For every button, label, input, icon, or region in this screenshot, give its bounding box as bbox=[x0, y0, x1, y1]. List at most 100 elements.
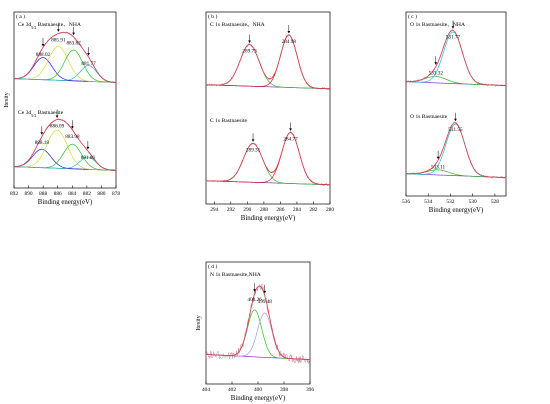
peak-arrowhead bbox=[41, 43, 45, 47]
raw-spectrum bbox=[205, 283, 311, 364]
subplot-label: O 1s Bastnaesite、NHA bbox=[410, 22, 465, 28]
x-axis-label: Binding energy(eV) bbox=[38, 199, 92, 206]
peak-label: 289.73 bbox=[242, 49, 257, 55]
peak-arrowhead bbox=[248, 40, 251, 44]
panel-label: ( b ) bbox=[208, 13, 217, 20]
component-peak bbox=[205, 132, 331, 186]
panel-label: ( d ) bbox=[208, 263, 217, 270]
x-tick-label: 290 bbox=[243, 207, 251, 213]
component-peak bbox=[205, 44, 331, 90]
peak-arrowhead bbox=[434, 62, 438, 65]
peak-arrowhead bbox=[251, 139, 255, 142]
panel-label: ( a ) bbox=[16, 13, 25, 20]
x-tick-label: 886 bbox=[54, 191, 62, 197]
peak-arrowhead bbox=[71, 126, 74, 129]
x-tick-label: 536 bbox=[402, 199, 410, 205]
peak-arrowhead bbox=[55, 115, 59, 118]
x-axis-label: Binding energy(eV) bbox=[241, 215, 295, 222]
panel-a: 892 890 888 886 884 882 880 878 Binding energy(e… bbox=[3, 11, 120, 206]
component-peak bbox=[13, 65, 117, 83]
x-axis-label: Binding energy(eV) bbox=[231, 395, 285, 402]
peak-arrowhead bbox=[87, 53, 90, 56]
peak-arrowhead bbox=[287, 31, 291, 34]
subplot-label: Ce 3d5/2 Bastnaesite、NHA bbox=[18, 22, 81, 30]
x-tick-label: 530 bbox=[469, 199, 477, 205]
x-tick-label: 892 bbox=[10, 191, 18, 197]
y-axis-label: Itesity bbox=[195, 314, 202, 330]
x-tick-label: 534 bbox=[424, 199, 432, 205]
component-peak bbox=[205, 312, 311, 360]
raw-spectrum bbox=[405, 121, 507, 179]
raw-spectrum bbox=[13, 31, 117, 84]
subplot-label: O 1s Bastnaesite bbox=[410, 114, 448, 120]
peak-arrowhead bbox=[289, 128, 292, 131]
peak-arrowhead bbox=[40, 132, 44, 135]
fit-envelope bbox=[205, 132, 331, 186]
peak-label: 531.77 bbox=[446, 34, 461, 40]
panel-d-frame bbox=[205, 261, 311, 385]
x-tick-label: 288 bbox=[260, 207, 268, 213]
peak-arrowhead bbox=[263, 290, 267, 294]
raw-spectrum bbox=[405, 29, 507, 88]
x-tick-label: 280 bbox=[326, 207, 334, 213]
x-axis-label: Binding energy(eV) bbox=[429, 207, 483, 214]
panel-label: ( c ) bbox=[408, 13, 417, 20]
peak-label: 883.98 bbox=[65, 134, 80, 140]
peak-label: 533.11 bbox=[431, 165, 445, 171]
x-tick-label: 396 bbox=[306, 387, 314, 393]
raw-spectrum bbox=[205, 33, 331, 90]
x-tick-label: 282 bbox=[309, 207, 317, 213]
peak-arrowhead bbox=[253, 289, 257, 292]
peak-label: 881.77 bbox=[81, 61, 96, 67]
panel-d: 404 402 400 398 396 Binding energy(eV) Itesity… bbox=[195, 261, 314, 402]
panel-b-frame bbox=[205, 11, 331, 205]
peak-label: 533.32 bbox=[429, 70, 444, 76]
peak-label: 888.02 bbox=[36, 52, 51, 58]
component-peak bbox=[205, 142, 331, 186]
panel-b: 294 292 290 288 286 284 282 280 Binding energy(e… bbox=[205, 11, 334, 222]
panel-c-frame bbox=[405, 11, 507, 197]
x-tick-label: 884 bbox=[68, 191, 76, 197]
x-tick-label: 890 bbox=[25, 191, 33, 197]
x-tick-label: 400 bbox=[254, 387, 262, 393]
peak-label: 399.48 bbox=[258, 299, 273, 305]
x-tick-label: 888 bbox=[39, 191, 47, 197]
y-axis-label: Itesity bbox=[3, 91, 10, 107]
peak-label: 284.98 bbox=[282, 39, 297, 45]
x-tick-label: 880 bbox=[97, 191, 105, 197]
peak-label: 881.86 bbox=[81, 155, 96, 161]
peak-arrowhead bbox=[86, 146, 90, 150]
component-peak bbox=[405, 169, 507, 178]
peak-label: 531.55 bbox=[448, 127, 463, 133]
peak-label: 284.77 bbox=[283, 136, 298, 142]
peak-arrowhead bbox=[454, 118, 457, 122]
peak-label: 885.91 bbox=[51, 37, 66, 43]
panel-a-frame bbox=[13, 11, 117, 189]
x-tick-label: 294 bbox=[210, 207, 218, 213]
subplot-label: C 1s Bastnaesite bbox=[210, 118, 247, 124]
x-tick-label: 284 bbox=[293, 207, 301, 213]
peak-arrowhead bbox=[436, 156, 440, 160]
subplot-label: C 1s Bastnaesite、NHA bbox=[210, 22, 265, 28]
component-peak bbox=[205, 309, 311, 360]
fit-envelope bbox=[13, 118, 117, 171]
peak-arrowhead bbox=[56, 29, 60, 32]
raw-spectrum bbox=[13, 118, 117, 172]
subplot-label: Ce 3d5/2 Bastnaesite bbox=[18, 110, 64, 118]
x-tick-label: 292 bbox=[227, 207, 235, 213]
raw-spectrum bbox=[205, 130, 331, 187]
peak-arrowhead bbox=[451, 26, 455, 29]
x-tick-label: 532 bbox=[446, 199, 454, 205]
peak-label: 883.82 bbox=[66, 41, 81, 47]
component-peak bbox=[13, 46, 117, 83]
x-tick-label: 528 bbox=[491, 199, 499, 205]
x-tick-label: 398 bbox=[280, 387, 288, 393]
x-tick-label: 402 bbox=[228, 387, 236, 393]
x-tick-label: 286 bbox=[276, 207, 284, 213]
peak-arrowhead bbox=[72, 32, 75, 36]
peak-label: 400.26 bbox=[247, 297, 262, 303]
x-tick-label: 882 bbox=[83, 191, 91, 197]
component-peak bbox=[13, 49, 117, 83]
panel-c: 536 534 532 530 528 Binding energy(eV) ( c ) O … bbox=[402, 11, 507, 214]
